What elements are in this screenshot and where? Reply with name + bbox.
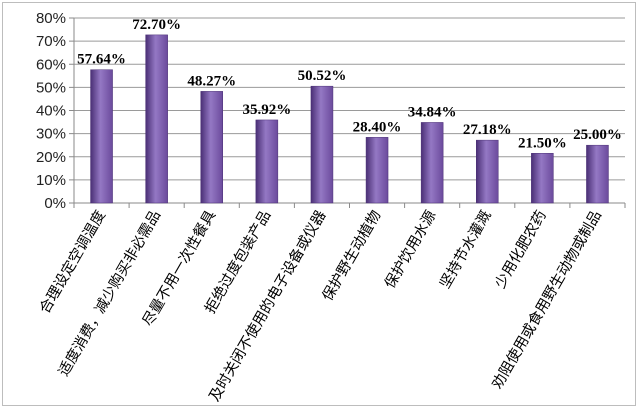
y-tick-label: 60% [36,56,66,73]
bar [365,137,389,204]
data-label: 57.64% [77,52,126,68]
bar [420,122,444,204]
data-label: 27.18% [463,122,512,138]
bars [90,34,609,204]
y-tick-label: 30% [36,126,66,143]
chart-frame [2,2,636,406]
y-tick-label: 20% [36,149,66,166]
data-label: 72.70% [132,17,181,33]
y-axis-ticks: 0% 10% 20% 30% 40% 50% 60% 70% 80% [36,10,74,212]
y-tick-label: 10% [36,172,66,189]
data-label: 28.40% [353,119,402,135]
bar [586,144,609,204]
data-label: 48.27% [187,73,236,89]
y-tick-label: 70% [36,33,66,50]
bar [476,139,499,204]
category-label: 劝阻使用或食用野生动物或制品 [489,208,605,392]
y-tick-label: 80% [36,10,66,27]
y-tick-label: 40% [36,103,66,120]
category-label: 保护饮用水源 [381,207,439,291]
y-tick-label: 50% [36,79,66,96]
bar [255,119,279,204]
data-label: 34.84% [408,104,457,120]
category-label: 适度消费，减少购买非必需品 [55,208,164,380]
category-label: 及时关闭不使用的电子设备或仪器 [206,207,330,404]
bar [531,153,554,204]
category-label: 保护野生动植物 [319,208,384,304]
bar [145,34,168,204]
bar [310,85,334,204]
bar [90,69,113,204]
category-labels: 合理设定空调温度适度消费，减少购买非必需品尽量不用一次性餐具拒绝过度包装产品及时… [36,207,605,404]
category-label: 坚持节水灌溉 [436,208,494,292]
data-labels: 57.64% 72.70% 48.27% 35.92% 50.52% 28.40% 34.8… [77,17,622,151]
data-label: 50.52% [298,68,347,84]
data-label: 35.92% [242,102,291,118]
data-label: 21.50% [518,135,567,151]
data-label: 25.00% [573,127,622,143]
y-tick-label: 0% [44,195,66,212]
bar [200,91,223,204]
category-label: 少用化肥农药 [492,208,550,292]
